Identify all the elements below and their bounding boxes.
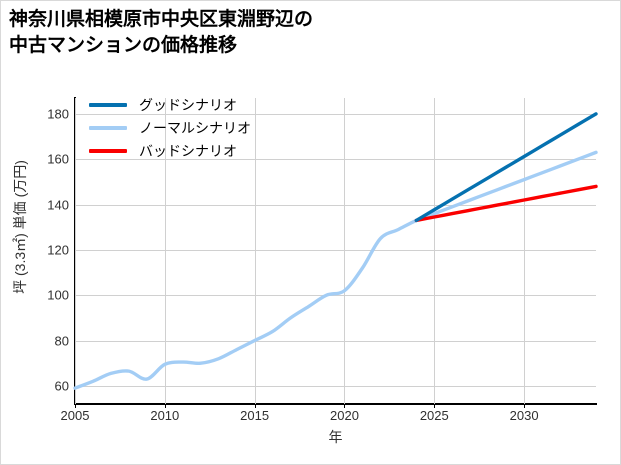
legend-item-bad[interactable]: バッドシナリオ (89, 139, 251, 162)
legend-item-label: グッドシナリオ (139, 96, 237, 113)
legend-color-swatch (89, 102, 127, 107)
gridline-vertical (75, 98, 76, 404)
x-tick-mark (344, 403, 346, 408)
y-tick-label: 100 (47, 287, 69, 303)
gridline-vertical (524, 98, 526, 404)
y-tick-label: 160 (47, 151, 69, 167)
x-tick-mark (75, 403, 76, 408)
gridline-horizontal (75, 159, 596, 161)
gridline-horizontal (75, 249, 596, 251)
y-tick-label: 60 (54, 378, 69, 394)
gridline-vertical (164, 98, 166, 404)
x-tick-mark (434, 403, 436, 408)
chart-legend: グッドシナリオ ノーマルシナリオ バッドシナリオ (89, 93, 251, 162)
y-tick-label: 180 (47, 106, 69, 122)
legend-item-good[interactable]: グッドシナリオ (89, 93, 251, 116)
gridline-horizontal (75, 113, 596, 115)
y-tick-label: 140 (47, 197, 69, 213)
x-tick-label: 2020 (330, 408, 359, 423)
y-tick-label: 80 (54, 333, 69, 349)
x-axis-line (74, 403, 597, 405)
series-line (73, 150, 598, 390)
plot-area (73, 98, 598, 404)
x-tick-mark (254, 403, 256, 408)
gridline-vertical (254, 98, 256, 404)
series-line (414, 184, 598, 223)
gridline-horizontal (75, 295, 596, 297)
y-axis-tick-labels: 60 80 100 120 140 160 180 (31, 98, 69, 404)
legend-item-label: バッドシナリオ (139, 142, 237, 159)
series-lines (73, 112, 598, 390)
x-tick-mark (164, 403, 166, 408)
x-tick-label: 2015 (240, 408, 270, 423)
gridline-vertical (344, 98, 346, 404)
x-tick-label: 2025 (419, 408, 449, 423)
legend-item-label: ノーマルシナリオ (139, 119, 251, 136)
y-axis-title: 坪 (3.3㎡) 単価 (万円) (12, 160, 28, 294)
gridline-vertical (434, 98, 436, 404)
x-tick-label: 2010 (150, 408, 180, 423)
x-tick-mark (524, 403, 526, 408)
x-axis-tick-labels: 2005 2010 2015 2020 2025 2030 (61, 403, 596, 428)
legend-item-normal[interactable]: ノーマルシナリオ (89, 116, 251, 139)
x-tick-label: 2030 (509, 408, 539, 423)
series-line (414, 112, 598, 223)
gridline-horizontal (75, 204, 596, 206)
x-tick-label: 2005 (60, 408, 90, 423)
y-tick-label: 120 (47, 242, 69, 258)
legend-color-swatch (89, 125, 127, 130)
gridline-horizontal (75, 385, 596, 387)
page-title: 神奈川県相模原市中央区東淵野辺の 中古マンションの価格推移 (9, 9, 314, 56)
x-axis-title: 年 (328, 429, 343, 445)
legend-color-swatch (89, 148, 127, 153)
gridline-horizontal (75, 340, 596, 342)
